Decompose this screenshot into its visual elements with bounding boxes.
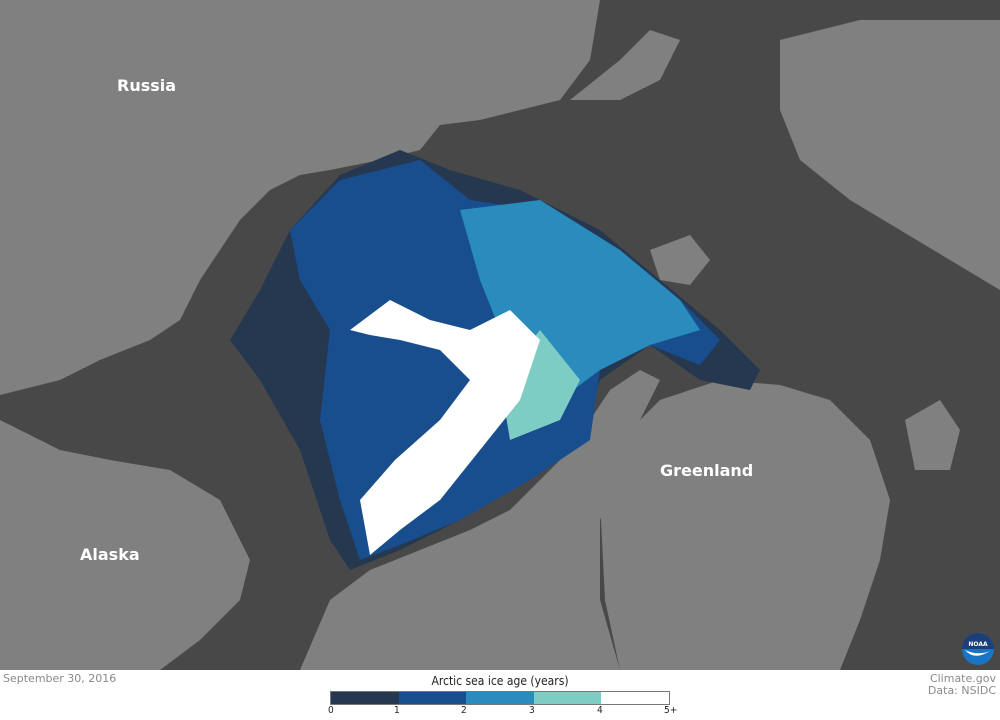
legend-tick: 2 [461,705,467,716]
legend-bin-3-4 [533,692,602,704]
ice-4-5-years [350,300,540,555]
source-label: Data: NSIDC [927,684,996,697]
legend-tick: 1 [394,705,400,716]
legend-tick: 5+ [664,705,678,716]
label-russia: Russia [117,76,177,95]
legend-colorbar [330,691,670,705]
legend-bin-4-5 [601,692,669,704]
label-greenland: Greenland [660,461,754,480]
legend-title: Arctic sea ice age (years) [431,674,569,688]
legend-bin-1-2 [398,692,467,704]
land-canadian-archipelago [300,370,660,670]
legend-tick: 3 [529,705,535,716]
noaa-logo-text: NOAA [968,641,988,648]
land-iceland-area [905,400,960,470]
land-novaya-zemlya [570,30,680,100]
land-scandinavia [780,20,1000,290]
land-alaska [0,420,250,670]
land-svalbard [650,235,710,285]
legend-tick: 0 [328,705,334,716]
noaa-logo: NOAA [962,633,994,665]
date-label: September 30, 2016 [3,672,117,685]
land-russia [0,0,600,395]
legend-tick: 4 [597,705,603,716]
credit-label: Climate.gov [929,672,996,685]
legend-bin-0-1 [331,692,399,704]
land-greenland [600,380,890,670]
legend-bin-2-3 [466,692,534,704]
arctic-map [0,0,1000,670]
label-alaska: Alaska [80,545,140,564]
